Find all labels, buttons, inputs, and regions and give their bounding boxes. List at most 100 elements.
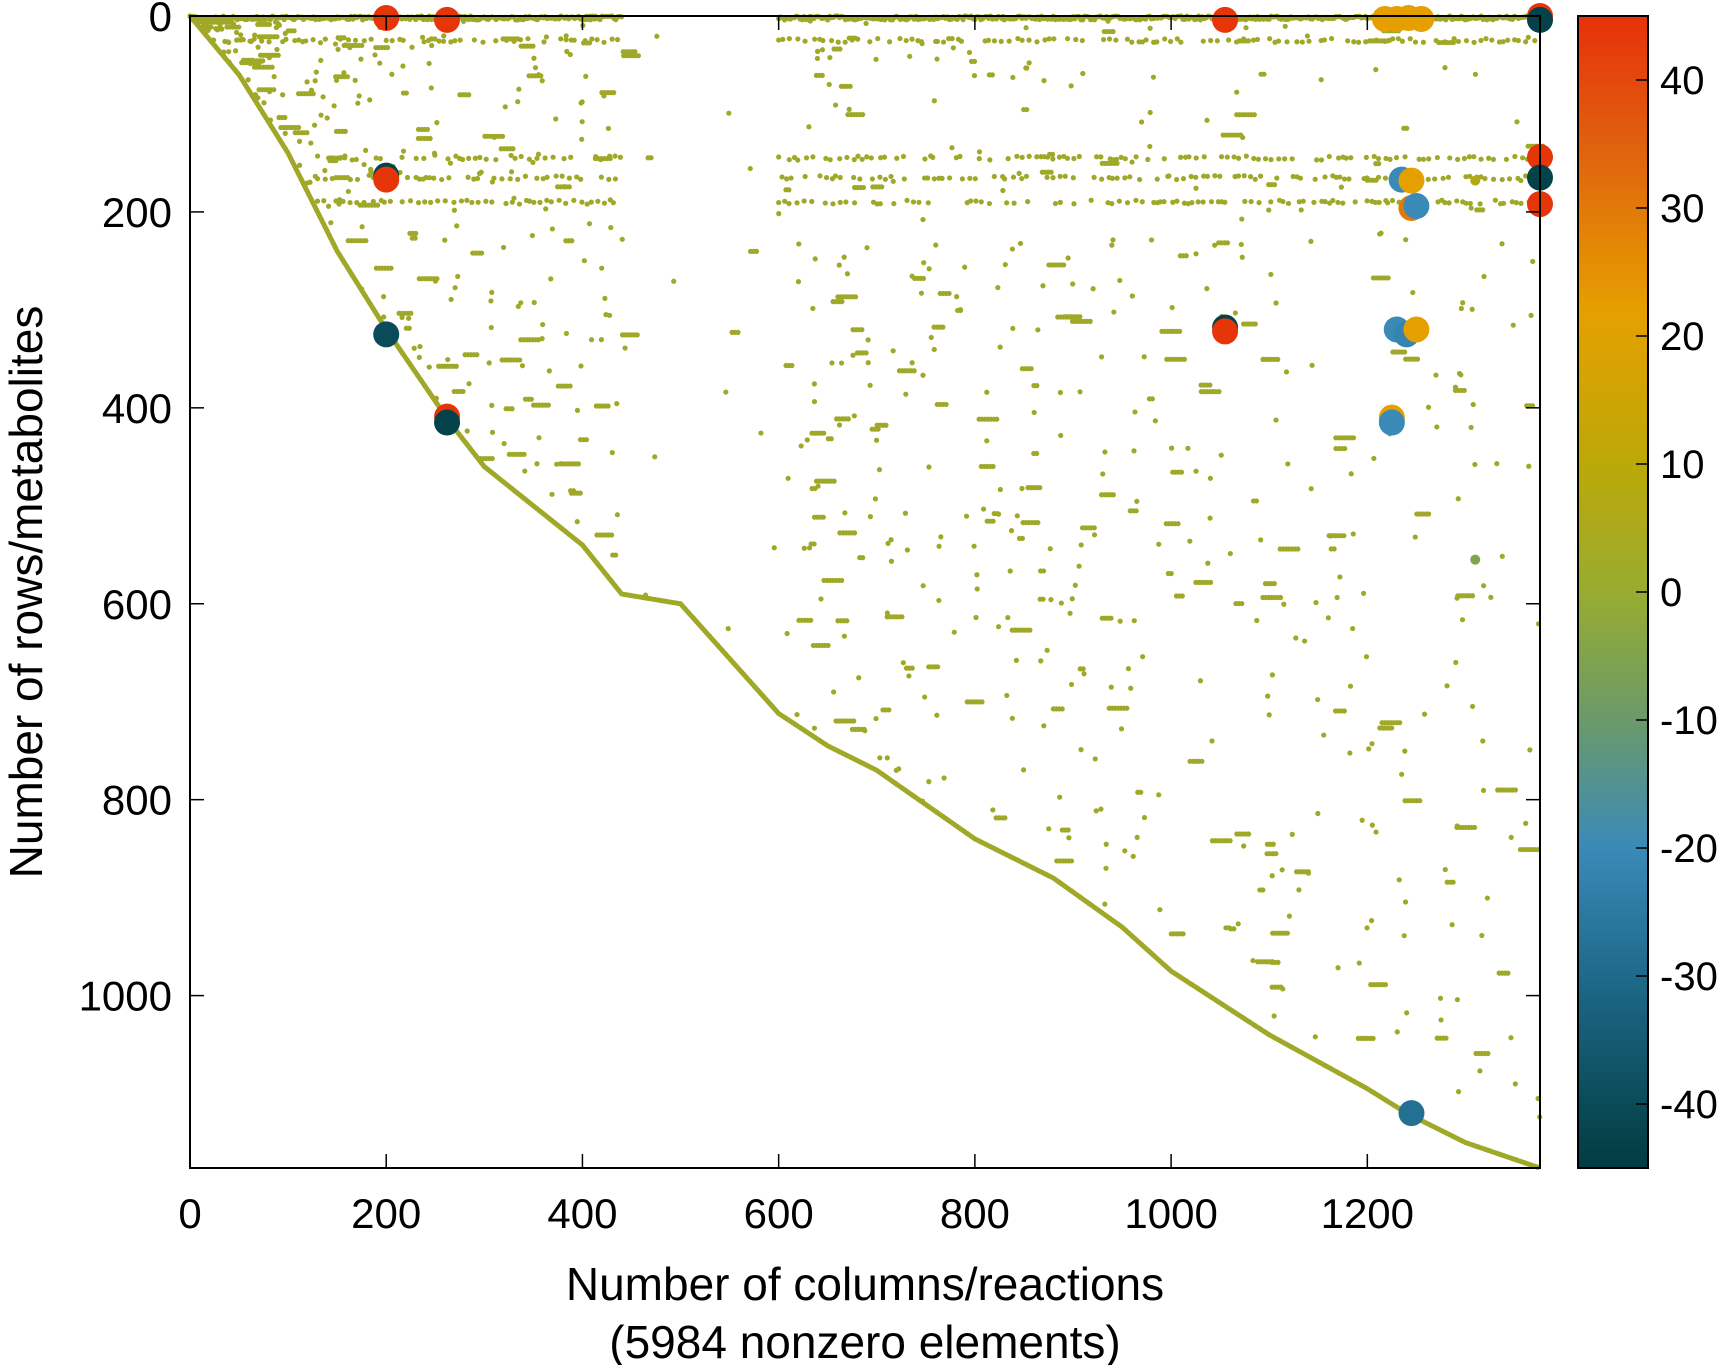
nonzero-point — [568, 154, 574, 160]
nonzero-point — [1200, 38, 1206, 44]
nonzero-point — [1193, 185, 1199, 191]
nonzero-point — [1378, 230, 1384, 236]
nonzero-point — [558, 36, 564, 42]
nonzero-point — [539, 336, 545, 342]
nonzero-point — [474, 175, 481, 182]
nonzero-point — [1293, 635, 1299, 641]
nonzero-point — [609, 532, 615, 538]
nonzero-point — [839, 299, 845, 305]
nonzero-point — [269, 64, 275, 70]
nonzero-point — [1509, 199, 1515, 205]
nonzero-point — [422, 199, 428, 205]
nonzero-point — [1050, 156, 1056, 162]
nonzero-point — [538, 73, 544, 79]
nonzero-point — [318, 112, 324, 118]
nonzero-point — [919, 798, 926, 804]
nonzero-point — [322, 36, 328, 42]
nonzero-point — [1133, 508, 1139, 514]
nonzero-point — [1417, 798, 1423, 804]
nonzero-point — [546, 368, 552, 374]
nonzero-point — [416, 176, 423, 182]
nonzero-point — [1368, 917, 1375, 924]
nonzero-point — [1290, 173, 1296, 180]
nonzero-point — [550, 154, 556, 160]
nonzero-point — [1134, 834, 1140, 840]
nonzero-point — [1480, 583, 1487, 589]
nonzero-point — [835, 39, 841, 45]
nonzero-point — [1019, 37, 1025, 43]
nonzero-point — [594, 37, 600, 43]
nonzero-point — [622, 345, 628, 351]
nonzero-point — [934, 38, 941, 45]
nonzero-point — [474, 352, 480, 358]
nonzero-point — [1261, 71, 1267, 77]
nonzero-point — [252, 91, 259, 98]
nonzero-point — [1294, 39, 1300, 45]
nonzero-point — [884, 755, 890, 761]
large-value-point — [373, 166, 400, 193]
nonzero-point — [1449, 922, 1455, 928]
nonzero-point — [865, 360, 871, 366]
nonzero-point — [1035, 327, 1041, 333]
nonzero-point — [931, 346, 937, 353]
nonzero-point — [1049, 151, 1056, 157]
nonzero-point — [1114, 175, 1120, 181]
nonzero-point — [1087, 318, 1093, 324]
x-tick-label: 600 — [744, 1190, 814, 1237]
nonzero-point — [1478, 37, 1484, 44]
nonzero-point — [1102, 901, 1108, 907]
nonzero-point — [1282, 156, 1288, 162]
nonzero-point — [1147, 143, 1153, 150]
nonzero-point — [317, 40, 324, 46]
nonzero-point — [1480, 207, 1486, 213]
nonzero-point — [1216, 389, 1222, 395]
nonzero-point — [1375, 155, 1382, 162]
nonzero-point — [1296, 199, 1302, 205]
nonzero-point — [508, 169, 515, 175]
nonzero-point — [381, 314, 387, 320]
nonzero-point — [1289, 156, 1295, 162]
nonzero-point — [460, 388, 466, 395]
nonzero-point — [826, 81, 832, 88]
nonzero-point — [1453, 659, 1459, 666]
nonzero-point — [1204, 117, 1210, 123]
nonzero-point — [959, 176, 965, 182]
nonzero-point — [1452, 384, 1459, 390]
nonzero-point — [536, 435, 542, 441]
nonzero-point — [1312, 176, 1318, 182]
nonzero-point — [1484, 895, 1490, 901]
nonzero-point — [1492, 197, 1498, 203]
nonzero-point — [875, 35, 881, 42]
nonzero-point — [989, 72, 995, 78]
nonzero-point — [1410, 289, 1416, 296]
nonzero-point — [1494, 461, 1500, 467]
nonzero-point — [384, 44, 391, 51]
nonzero-point — [526, 156, 532, 162]
nonzero-point — [1308, 486, 1314, 492]
nonzero-point — [976, 149, 983, 155]
nonzero-point — [605, 403, 611, 409]
nonzero-point — [950, 45, 956, 51]
nonzero-point — [1047, 546, 1053, 552]
nonzero-point — [867, 382, 873, 388]
nonzero-point — [541, 39, 547, 45]
nonzero-point — [753, 248, 760, 254]
nonzero-point — [1026, 60, 1032, 66]
nonzero-point — [1334, 594, 1340, 601]
nonzero-point — [1091, 525, 1097, 531]
nonzero-point — [1117, 277, 1123, 284]
nonzero-point — [574, 174, 580, 180]
nonzero-point — [613, 552, 619, 558]
nonzero-point — [1218, 452, 1224, 458]
nonzero-point — [421, 155, 427, 161]
nonzero-point — [428, 199, 434, 205]
nonzero-point — [451, 199, 457, 205]
nonzero-point — [409, 44, 415, 50]
nonzero-point — [1034, 450, 1040, 457]
nonzero-point — [567, 51, 573, 58]
nonzero-point — [1443, 1035, 1449, 1041]
nonzero-point — [511, 195, 517, 201]
nonzero-point — [1390, 36, 1396, 42]
nonzero-point — [480, 39, 486, 45]
nonzero-point — [1343, 155, 1349, 161]
